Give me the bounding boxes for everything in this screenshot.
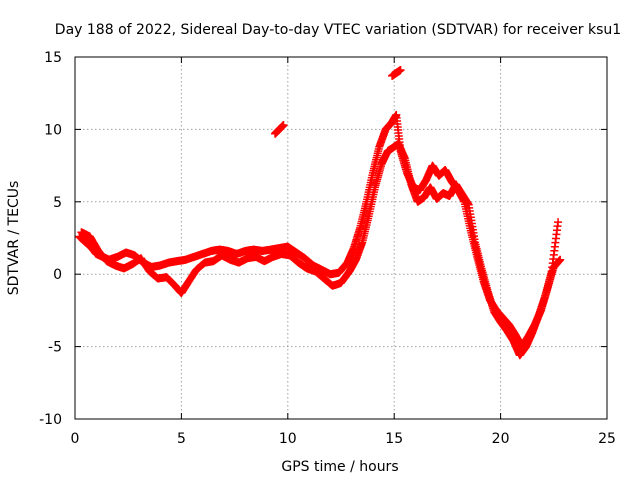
series-outlier-11h xyxy=(271,121,288,138)
data-point xyxy=(556,255,565,264)
y-tick-label: 15 xyxy=(44,50,62,66)
y-tick-label: 0 xyxy=(53,267,62,283)
data-point xyxy=(279,121,288,130)
x-tick-label: 5 xyxy=(177,431,186,447)
data-points xyxy=(75,66,565,360)
chart-title: Day 188 of 2022, Sidereal Day-to-day VTE… xyxy=(55,22,621,38)
x-tick-label: 15 xyxy=(385,431,403,447)
x-tick-labels: 0 5 10 15 20 25 xyxy=(71,431,616,447)
x-tick-label: 0 xyxy=(71,431,80,447)
series-outlier-14h xyxy=(388,66,405,80)
x-tick-label: 10 xyxy=(279,431,297,447)
y-tick-label: -10 xyxy=(39,412,62,428)
y-tick-label: 10 xyxy=(44,122,62,138)
x-tick-label: 20 xyxy=(492,431,510,447)
series-track-secondary xyxy=(77,139,563,360)
axis-ticks xyxy=(74,56,608,420)
data-point xyxy=(396,66,405,75)
data-point xyxy=(554,218,563,227)
y-tick-label: 5 xyxy=(53,195,62,211)
y-axis-label: SDTVAR / TECUs xyxy=(6,181,22,296)
y-tick-label: -5 xyxy=(48,340,62,356)
plot-frame xyxy=(74,56,608,420)
grid-lines xyxy=(75,57,607,419)
x-tick-label: 25 xyxy=(598,431,616,447)
y-tick-labels: -10 -5 0 5 10 15 xyxy=(39,50,62,428)
series-track-main xyxy=(75,110,565,351)
x-axis-label: GPS time / hours xyxy=(281,459,398,475)
